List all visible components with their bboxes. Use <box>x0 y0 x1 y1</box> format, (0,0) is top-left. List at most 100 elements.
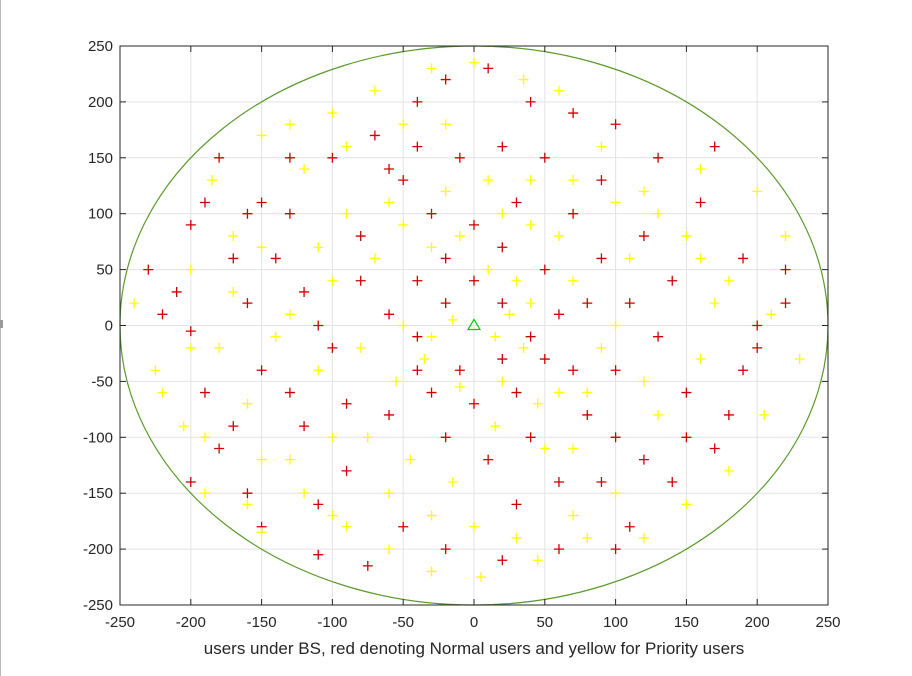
normal-user-marker <box>483 454 494 465</box>
priority-user-marker <box>518 74 529 85</box>
y-tick-label: -200 <box>83 541 113 558</box>
priority-user-marker <box>440 186 451 197</box>
priority-user-marker <box>638 532 649 543</box>
priority-user-marker <box>398 320 409 331</box>
priority-user-marker <box>681 231 692 242</box>
priority-user-marker <box>447 477 458 488</box>
x-tick-label: -250 <box>105 614 135 631</box>
priority-user-marker <box>681 499 692 510</box>
normal-user-marker <box>242 208 253 219</box>
normal-user-marker <box>362 560 373 571</box>
normal-user-marker <box>497 141 508 152</box>
data-points <box>129 57 805 583</box>
priority-user-marker <box>532 555 543 566</box>
priority-user-marker <box>723 275 734 286</box>
x-tick-label: 100 <box>603 614 628 631</box>
priority-user-marker <box>518 342 529 353</box>
normal-user-marker <box>525 432 536 443</box>
x-tick-label: 150 <box>674 614 699 631</box>
normal-user-marker <box>511 387 522 398</box>
y-tick-label: 150 <box>88 150 113 167</box>
priority-user-marker <box>780 231 791 242</box>
normal-user-marker <box>412 96 423 107</box>
normal-user-marker <box>610 119 621 130</box>
window-edge-handle <box>0 320 3 328</box>
priority-user-marker <box>511 275 522 286</box>
priority-user-marker <box>695 354 706 365</box>
normal-user-marker <box>228 421 239 432</box>
priority-user-marker <box>568 175 579 186</box>
priority-user-marker <box>497 208 508 219</box>
normal-user-marker <box>497 298 508 309</box>
normal-user-marker <box>596 477 607 488</box>
normal-user-marker <box>426 208 437 219</box>
normal-user-marker <box>638 231 649 242</box>
priority-user-marker <box>426 63 437 74</box>
priority-user-marker <box>638 376 649 387</box>
normal-user-marker <box>497 354 508 365</box>
priority-user-marker <box>284 454 295 465</box>
priority-user-marker <box>596 141 607 152</box>
priority-user-marker <box>532 398 543 409</box>
x-axis-label: users under BS, red denoting Normal user… <box>204 639 744 658</box>
priority-user-marker <box>504 309 515 320</box>
priority-user-marker <box>469 57 479 68</box>
normal-user-marker <box>199 197 210 208</box>
x-tick-label: -150 <box>247 614 277 631</box>
y-tick-label: -250 <box>83 597 113 614</box>
normal-user-marker <box>313 320 324 331</box>
priority-user-marker <box>327 432 338 443</box>
y-tick-label: -150 <box>83 485 113 502</box>
priority-user-marker <box>391 376 402 387</box>
normal-user-marker <box>653 152 664 163</box>
normal-user-marker <box>270 253 281 264</box>
priority-user-marker <box>469 521 479 532</box>
normal-user-marker <box>709 141 720 152</box>
priority-user-marker <box>242 398 253 409</box>
priority-user-marker <box>129 298 140 309</box>
priority-user-marker <box>185 264 196 275</box>
normal-user-marker <box>185 219 196 230</box>
priority-user-marker <box>178 421 189 432</box>
priority-user-marker <box>284 119 295 130</box>
normal-user-marker <box>568 365 579 376</box>
normal-user-marker <box>681 432 692 443</box>
priority-user-marker <box>454 381 465 392</box>
priority-user-marker <box>270 331 281 342</box>
priority-user-marker <box>454 231 465 242</box>
normal-user-marker <box>214 443 225 454</box>
priority-user-marker <box>723 465 734 476</box>
normal-user-marker <box>398 521 409 532</box>
priority-user-marker <box>568 275 579 286</box>
priority-user-marker <box>553 387 564 398</box>
priority-user-marker <box>384 197 395 208</box>
y-tick-label: 200 <box>88 94 113 111</box>
y-tick-label: 250 <box>88 38 113 55</box>
priority-user-marker <box>525 219 536 230</box>
normal-user-marker <box>313 499 324 510</box>
normal-user-marker <box>256 197 267 208</box>
normal-user-marker <box>440 74 451 85</box>
priority-user-marker <box>426 510 437 521</box>
normal-user-marker <box>341 465 352 476</box>
normal-user-marker <box>638 454 649 465</box>
normal-user-marker <box>752 320 763 331</box>
normal-user-marker <box>384 309 395 320</box>
priority-user-marker <box>313 365 324 376</box>
normal-user-marker <box>157 309 168 320</box>
normal-user-marker <box>355 275 366 286</box>
normal-user-marker <box>780 298 791 309</box>
priority-user-marker <box>327 275 338 286</box>
y-tick-label: 0 <box>105 318 113 335</box>
priority-user-marker <box>794 354 805 365</box>
normal-user-marker <box>667 477 678 488</box>
priority-user-marker <box>490 421 501 432</box>
priority-user-marker <box>568 510 579 521</box>
normal-user-marker <box>327 152 338 163</box>
priority-user-marker <box>214 342 225 353</box>
base-station-triangle-icon <box>466 318 482 331</box>
normal-user-marker <box>752 342 763 353</box>
normal-user-marker <box>738 365 749 376</box>
normal-user-marker <box>398 175 409 186</box>
